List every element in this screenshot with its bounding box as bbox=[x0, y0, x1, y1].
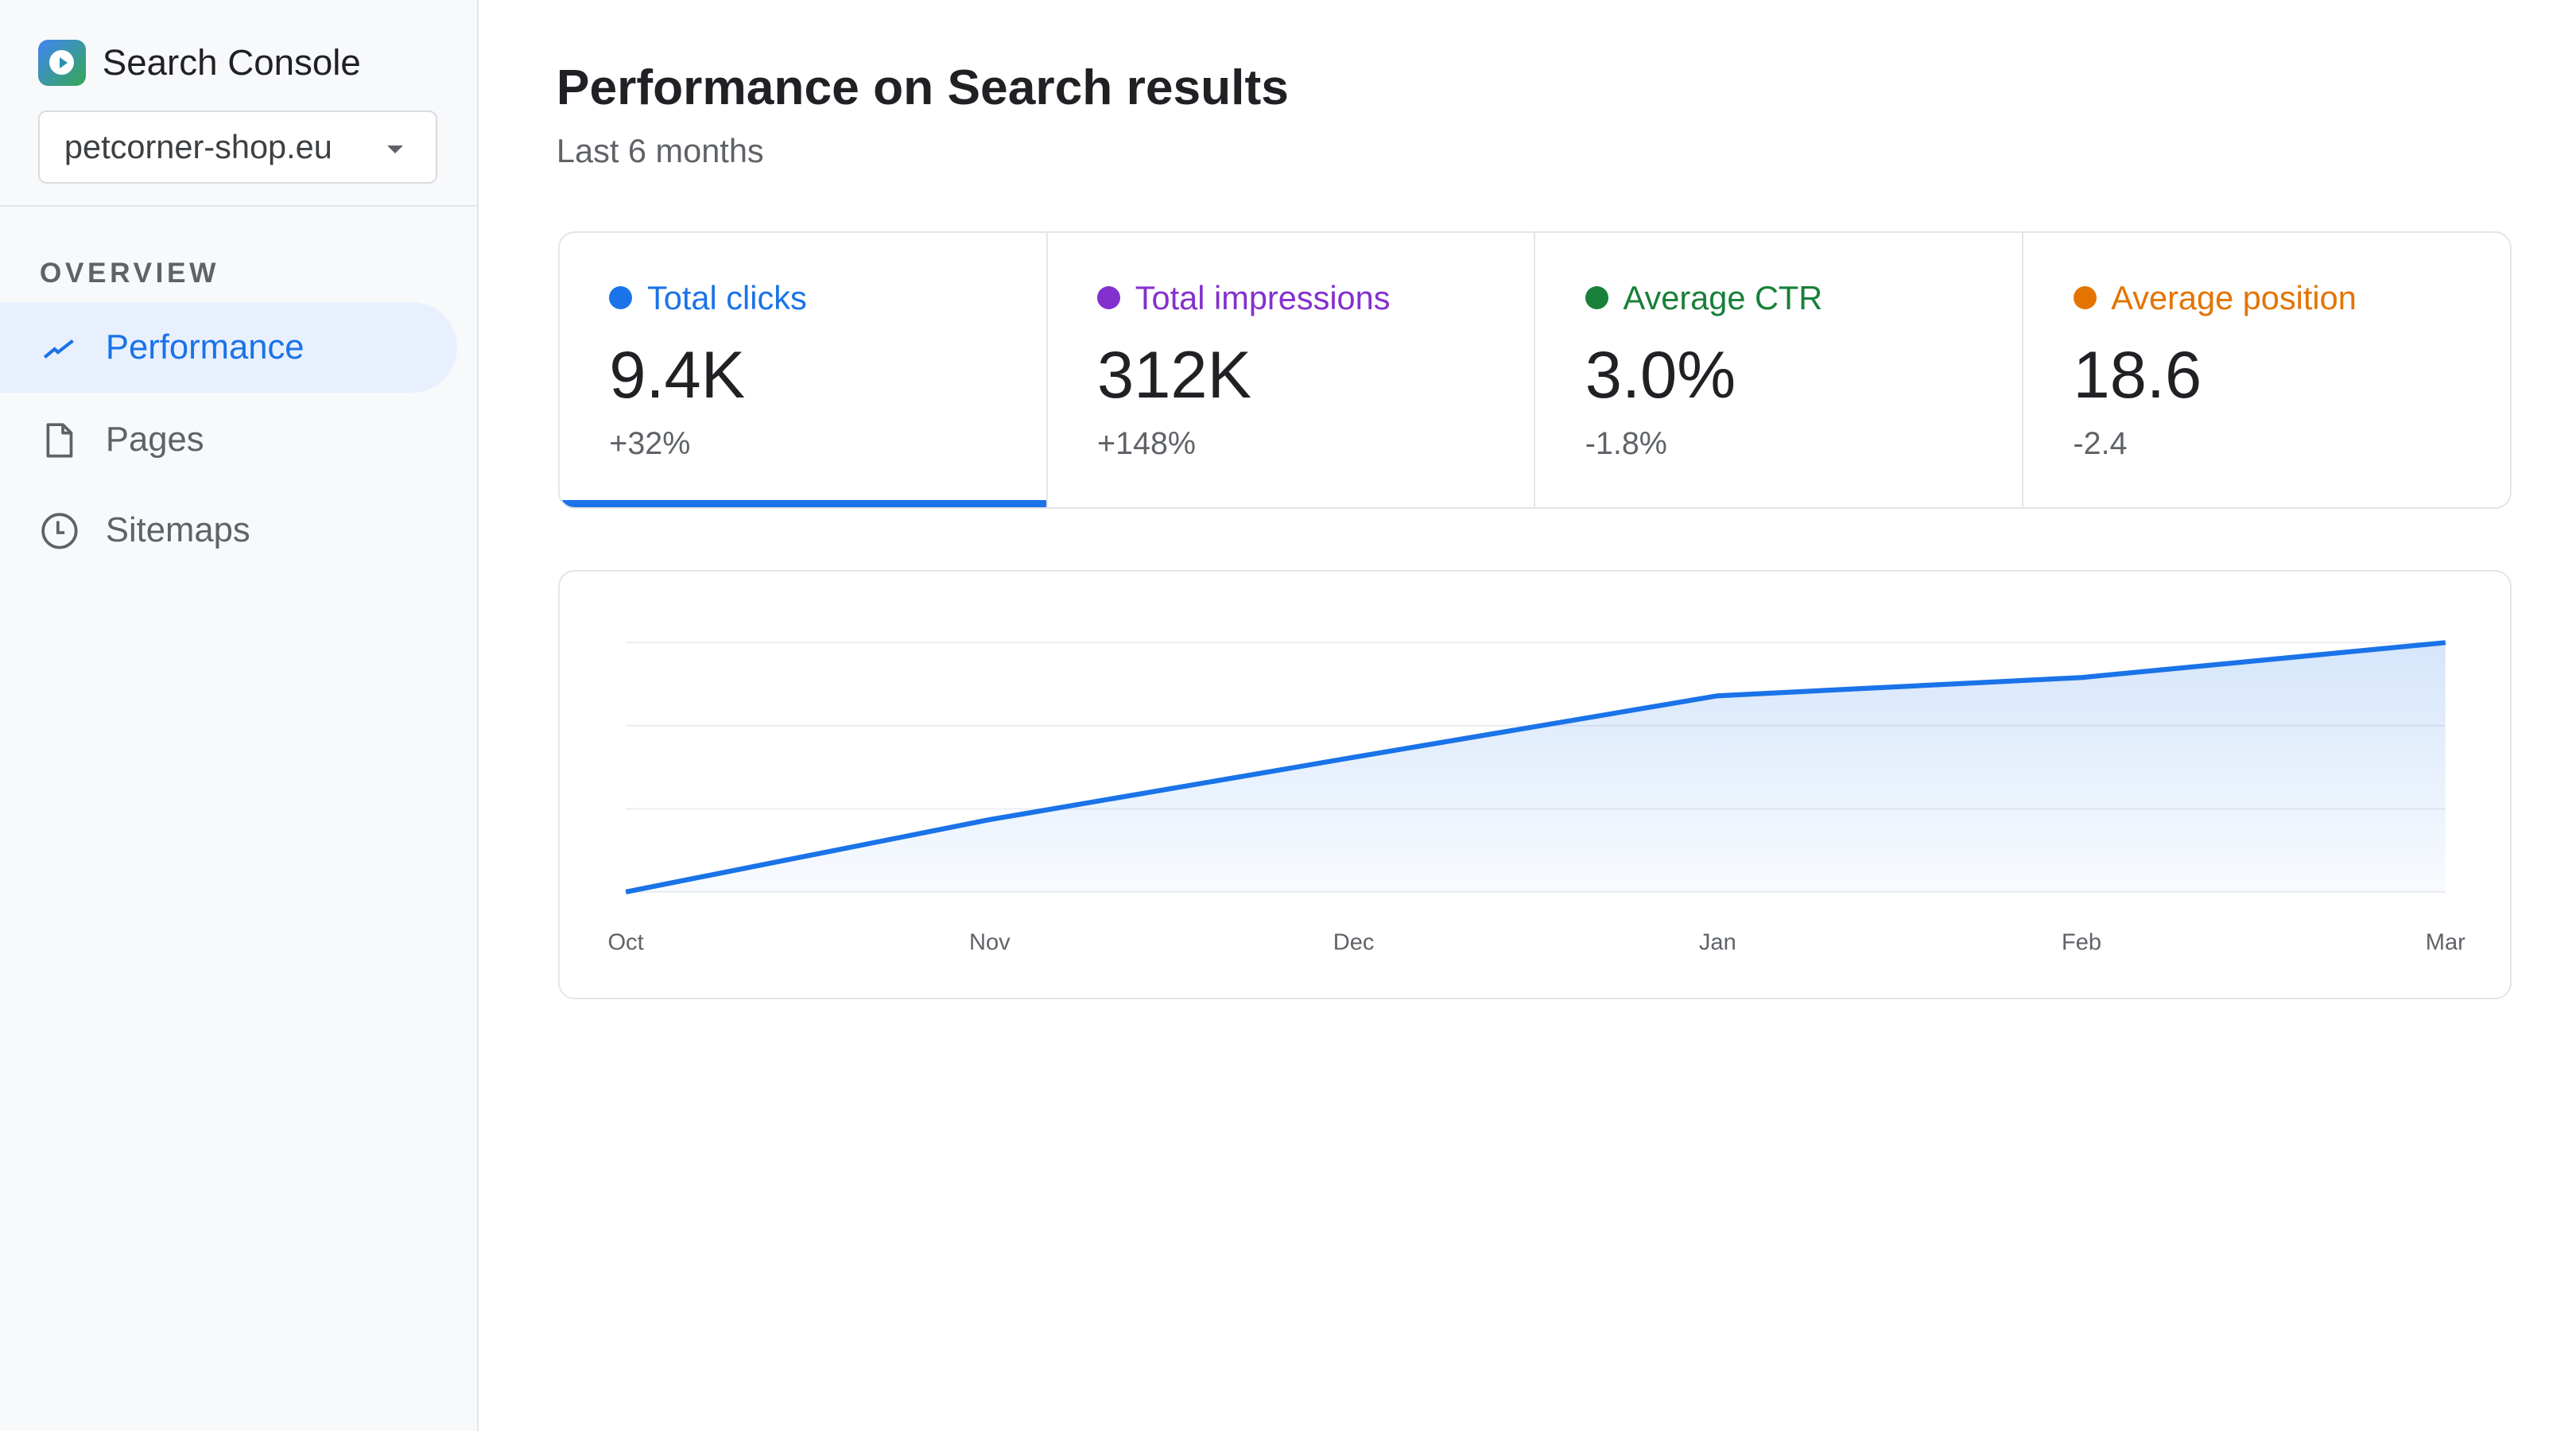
metric-dot-icon bbox=[2073, 286, 2097, 310]
metric-value: 9.4K bbox=[609, 337, 746, 412]
app-name: Search Console bbox=[102, 41, 361, 83]
metric-card-total-impressions[interactable]: Total impressions 312K +148% bbox=[1046, 232, 1534, 507]
sidebar-item-label: Sitemaps bbox=[105, 511, 250, 550]
sidebar-item-label: Performance bbox=[105, 328, 305, 366]
metric-label: Average position bbox=[2073, 278, 2510, 317]
metric-card-average-ctr[interactable]: Average CTR 3.0% -1.8% bbox=[1534, 232, 2022, 507]
performance-chart: Oct Nov Dec Jan Feb Mar bbox=[557, 569, 2512, 999]
metric-value: 312K bbox=[1097, 337, 1252, 412]
metric-change: -2.4 bbox=[2073, 426, 2128, 462]
metric-change: +32% bbox=[609, 426, 691, 462]
metric-label: Average CTR bbox=[1585, 279, 2022, 317]
page-subtitle: Last 6 months bbox=[556, 132, 764, 170]
chart-area bbox=[626, 642, 2446, 892]
x-tick-label: Jan bbox=[1699, 929, 1736, 955]
metric-dot-icon bbox=[609, 286, 633, 310]
chevron-down-icon bbox=[386, 145, 403, 153]
metric-label-text: Average CTR bbox=[1623, 278, 1823, 316]
metric-label-text: Average position bbox=[2111, 278, 2357, 316]
brand[interactable]: Search Console bbox=[37, 39, 361, 86]
x-tick-label: Feb bbox=[2062, 929, 2101, 955]
metric-card-total-clicks[interactable]: Total clicks 9.4K +32% bbox=[559, 233, 1046, 507]
metric-label-text: Total impressions bbox=[1135, 278, 1391, 316]
x-tick-label: Oct bbox=[607, 929, 643, 955]
search-console-logo-icon bbox=[37, 39, 86, 86]
sidebar-item-sitemaps[interactable]: Sitemaps bbox=[0, 486, 457, 576]
x-tick-label: Nov bbox=[969, 929, 1011, 955]
metric-value: 3.0% bbox=[1585, 337, 1736, 412]
metric-value: 18.6 bbox=[2073, 337, 2202, 412]
property-selector-value: petcorner-shop.eu bbox=[64, 127, 332, 165]
section-heading: OVERVIEW bbox=[39, 257, 219, 289]
metric-label-text: Total clicks bbox=[647, 278, 807, 316]
trending-up-icon bbox=[43, 339, 74, 359]
metric-change: +148% bbox=[1097, 426, 1196, 462]
property-selector[interactable]: petcorner-shop.eu bbox=[37, 111, 438, 184]
x-tick-label: Dec bbox=[1333, 929, 1375, 955]
sidebar-item-performance[interactable]: Performance bbox=[0, 302, 458, 394]
metric-change: -1.8% bbox=[1585, 426, 1667, 462]
metric-card-average-position[interactable]: Average position 18.6 -2.4 bbox=[2022, 232, 2510, 507]
sidebar-item-pages[interactable]: Pages bbox=[0, 394, 457, 485]
sidebar: Search Console petcorner-shop.eu OVERVIE… bbox=[0, 0, 479, 1431]
metric-label: Total impressions bbox=[1097, 279, 1534, 317]
file-icon bbox=[46, 422, 73, 458]
x-tick-label: Mar bbox=[2426, 929, 2465, 955]
metric-label: Total clicks bbox=[609, 279, 1046, 317]
chart-svg: Oct Nov Dec Jan Feb Mar bbox=[607, 639, 2465, 955]
divider bbox=[0, 204, 479, 207]
metric-dot-icon bbox=[1097, 286, 1121, 310]
metric-cards: Total clicks 9.4K +32% Total impressions … bbox=[557, 231, 2512, 509]
sidebar-item-label: Pages bbox=[105, 420, 204, 459]
metric-dot-icon bbox=[1585, 286, 1608, 310]
chart-line bbox=[625, 639, 2446, 894]
page-title: Performance on Search results bbox=[556, 60, 1289, 115]
clock-icon bbox=[41, 513, 78, 549]
